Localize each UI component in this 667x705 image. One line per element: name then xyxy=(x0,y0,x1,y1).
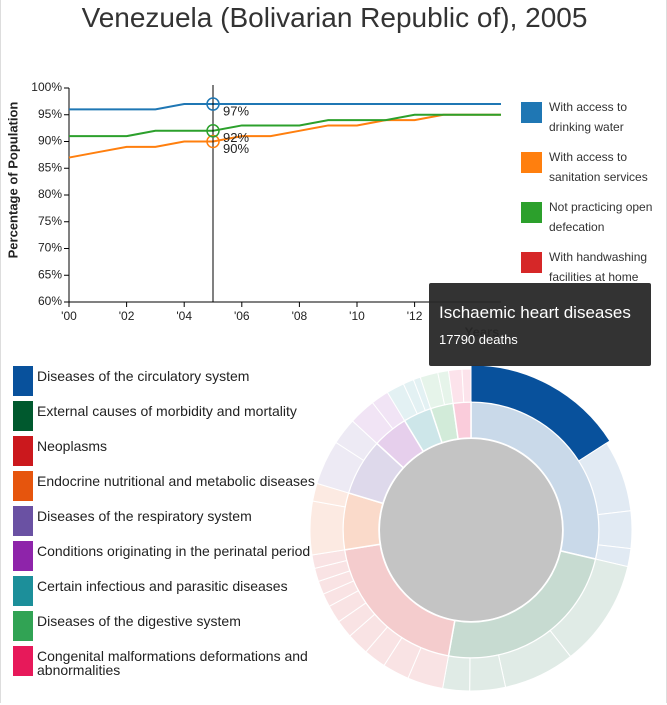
y-tick-label: 80% xyxy=(38,187,62,201)
series-line xyxy=(69,103,501,111)
y-tick-label: 60% xyxy=(38,294,62,308)
y-tick-label: 65% xyxy=(38,267,62,281)
x-tick-label: '04 xyxy=(176,309,192,323)
legend-label: External causes of morbidity and mortali… xyxy=(37,403,297,419)
sunburst-segment xyxy=(461,368,472,403)
sunburst-segment xyxy=(470,364,611,462)
legend-label: With access to sanitation services xyxy=(549,150,648,184)
x-tick-label: '00 xyxy=(61,309,77,323)
hover-marker xyxy=(206,124,220,138)
sunburst-segment xyxy=(469,654,507,692)
x-tick-label: '10 xyxy=(349,309,365,323)
hover-marker xyxy=(206,134,220,149)
y-tick-label: 70% xyxy=(38,241,62,255)
page-title: Venezuela (Bolivarian Republic of), 2005 xyxy=(81,2,588,33)
legend-label: With access to drinking water xyxy=(549,100,628,134)
series-line xyxy=(69,113,501,138)
x-tick-label: '12 xyxy=(407,309,423,323)
legend-swatch xyxy=(13,471,33,501)
sunburst-segment xyxy=(597,510,633,550)
legend-swatch xyxy=(521,102,542,123)
legend-label: Certain infectious and parasitic disease… xyxy=(37,578,288,594)
tooltip: Ischaemic heart diseases 17790 deaths xyxy=(429,283,651,366)
legend-swatch xyxy=(13,506,33,536)
legend-label: Diseases of the digestive system xyxy=(37,613,241,629)
x-tick-label: '08 xyxy=(292,309,308,323)
y-tick-label: 95% xyxy=(38,107,62,121)
legend-swatch xyxy=(13,401,33,431)
legend-swatch xyxy=(521,202,542,223)
hover-label: 97% xyxy=(223,103,249,118)
series-line xyxy=(68,113,501,159)
legend-label: With handwashing facilities at home xyxy=(549,250,648,284)
hover-label: 92% xyxy=(223,130,249,145)
legend-swatch xyxy=(13,576,33,606)
y-tick-label: 100% xyxy=(31,80,62,94)
legend-swatch xyxy=(13,541,33,571)
hover-label: 90% xyxy=(223,141,249,156)
legend-label: Diseases of the circulatory system xyxy=(37,368,250,384)
legend-swatch xyxy=(13,366,33,396)
legend-label: Neoplasms xyxy=(37,438,108,454)
legend-swatch xyxy=(521,252,542,273)
sunburst-center xyxy=(380,439,562,621)
legend-label: Conditions originating in the perinatal … xyxy=(37,543,311,559)
x-tick-label: '02 xyxy=(119,309,135,323)
legend-label: Not practicing open defecation xyxy=(549,200,653,234)
y-tick-label: 75% xyxy=(38,214,62,228)
hover-marker xyxy=(206,97,220,111)
legend-swatch xyxy=(13,611,33,641)
legend-swatch xyxy=(13,646,33,676)
y-tick-label: 85% xyxy=(38,160,62,174)
x-tick-label: '06 xyxy=(234,309,250,323)
tooltip-title: Ischaemic heart diseases xyxy=(439,303,631,322)
legend-label: Diseases of the respiratory system xyxy=(37,508,252,524)
legend-swatch xyxy=(521,152,542,173)
tooltip-value: 17790 deaths xyxy=(439,332,518,347)
legend-label: Congenital malformations deformations an… xyxy=(37,648,308,678)
legend-label: Endocrine nutritional and metabolic dise… xyxy=(37,473,315,489)
y-axis-label: Percentage of Population xyxy=(5,102,20,259)
y-tick-label: 90% xyxy=(38,134,62,148)
legend-swatch xyxy=(13,436,33,466)
